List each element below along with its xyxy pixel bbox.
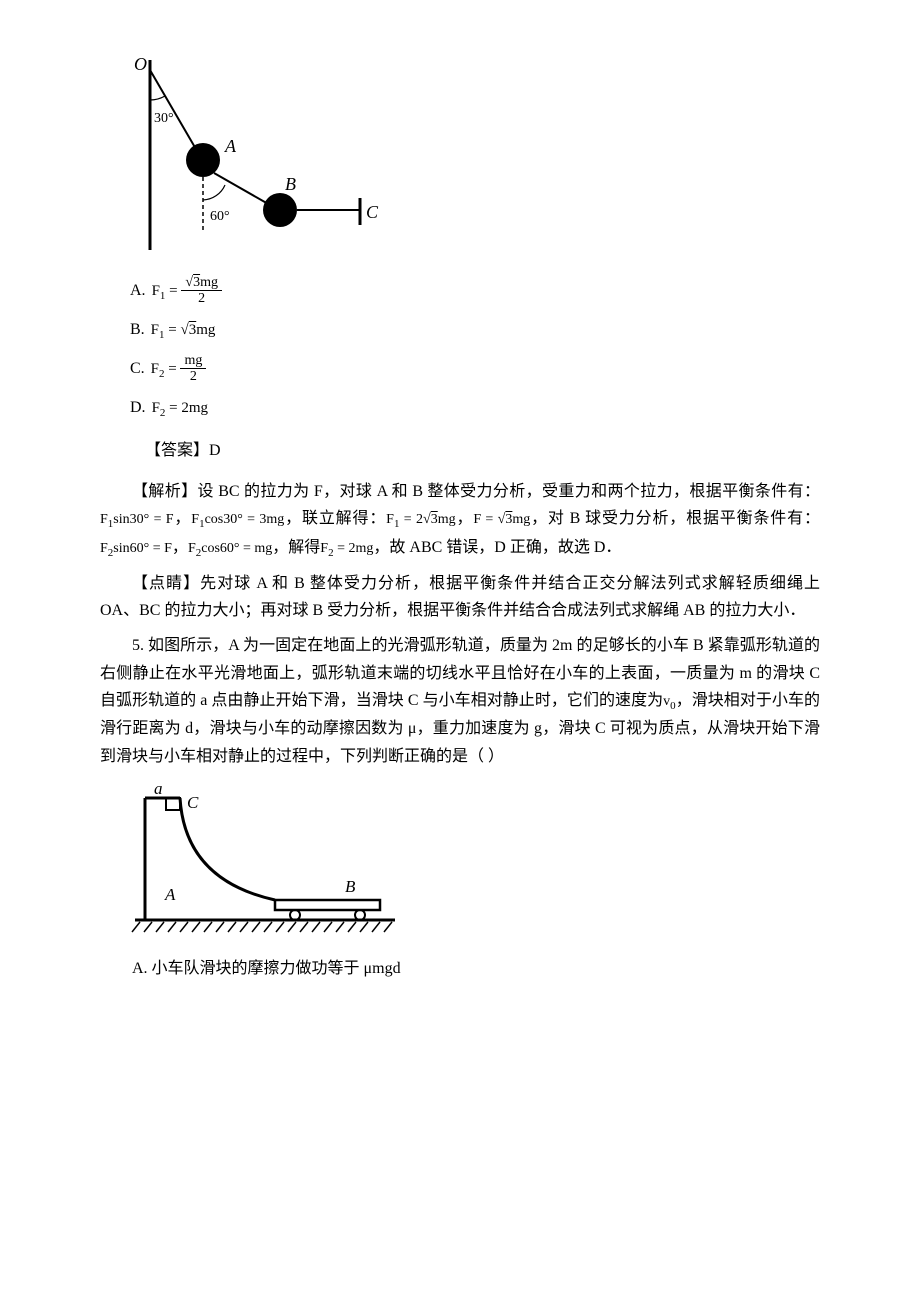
opt-C-num: mg <box>180 353 206 369</box>
opt-A-num-sqrt: 3 <box>193 275 200 290</box>
q4-option-A: A. F1 = √3mg 2 <box>130 275 820 308</box>
exp-t2: ，联立解得： <box>284 510 386 527</box>
label-C: C <box>366 202 379 222</box>
opt-C-lhs: F <box>151 361 159 377</box>
label-B: B <box>285 174 296 194</box>
exp-eq3b-l: F <box>188 541 196 556</box>
exp-eq1a-l: F <box>100 512 108 527</box>
opt-A-eq: = <box>165 283 181 299</box>
exp-eq1b-l: F <box>191 512 199 527</box>
q4-option-D: D. F2 = 2mg <box>130 394 820 423</box>
label-60: 60° <box>210 209 230 224</box>
opt-A-lhs: F <box>152 283 160 299</box>
q4-explanation: 【解析】设 BC 的拉力为 F，对球 A 和 B 整体受力分析，受重力和两个拉力… <box>100 478 820 562</box>
label-A2: A <box>164 885 176 904</box>
exp-eq1a-r: sin30° = F <box>113 512 173 527</box>
exp-sep2: ， <box>456 510 474 527</box>
exp-eq4-l: F <box>320 541 328 556</box>
q4-diagram: O 30° A 60° B C <box>130 50 820 260</box>
exp-eq2a-l: F <box>386 512 394 527</box>
q5-option-A: A. 小车队滑块的摩擦力做功等于 μmgd <box>100 955 820 982</box>
exp-sep1: ， <box>174 510 192 527</box>
label-O: O <box>134 54 147 74</box>
q4-option-C: C. F2 = mg 2 <box>130 353 820 386</box>
label-A: A <box>224 136 237 156</box>
opt-A-den: 2 <box>181 291 222 308</box>
exp-eq2a-e: = 2 <box>399 512 423 527</box>
exp-eq2b-l: F = <box>473 512 497 527</box>
exp-eq2b-t: mg <box>512 512 530 527</box>
q5-diagram: a C A B <box>130 780 820 940</box>
exp-t3: ，对 B 球受力分析，根据平衡条件有： <box>530 510 820 527</box>
exp-eq3b-r: cos60° = mg <box>201 541 272 556</box>
label-a2: a <box>154 780 163 798</box>
exp-eq2a-t: mg <box>438 512 456 527</box>
exp-sep3: ， <box>172 539 188 556</box>
label-B2: B <box>345 877 356 896</box>
opt-A-num-tail: mg <box>200 275 218 290</box>
opt-B-tail: mg <box>196 322 215 338</box>
exp-eq3a-r: sin60° = F <box>113 541 172 556</box>
diagram2-svg: a C A B <box>130 780 410 940</box>
exp-eq4-r: = 2mg <box>334 541 374 556</box>
opt-B-lhs: F <box>151 322 159 338</box>
option-B-label: B. <box>130 321 145 338</box>
q5-stem: 5. 如图所示，A 为一固定在地面上的光滑弧形轨道，质量为 2m 的足够长的小车… <box>100 632 820 769</box>
exp-eq3a-l: F <box>100 541 108 556</box>
q4-answer: 【答案】D <box>145 437 820 464</box>
diagram1-svg: O 30° A 60° B C <box>130 50 390 260</box>
exp-t4: ，解得 <box>272 539 320 556</box>
exp-t1: 【解析】设 BC 的拉力为 F，对球 A 和 B 整体受力分析，受重力和两个拉力… <box>132 483 820 500</box>
exp-eq2a-q: 3 <box>431 512 438 527</box>
label-30: 30° <box>154 111 174 126</box>
opt-B-eq: = <box>165 322 181 338</box>
option-C-label: C. <box>130 360 145 377</box>
exp-eq1b-r: cos30° = 3mg <box>205 512 285 527</box>
opt-D-lhs: F <box>152 400 160 416</box>
opt-C-eq: = <box>165 361 181 377</box>
exp-t5: ，故 ABC 错误，D 正确，故选 D． <box>373 539 621 556</box>
q4-comment: 【点睛】先对球 A 和 B 整体受力分析，根据平衡条件并结合正交分解法列式求解轻… <box>100 570 820 624</box>
option-D-label: D. <box>130 399 146 416</box>
q4-option-B: B. F1 = √3mg <box>130 316 820 345</box>
option-A-label: A. <box>130 282 146 299</box>
opt-D-eq: = 2mg <box>165 400 208 416</box>
label-C2: C <box>187 793 199 812</box>
opt-C-den: 2 <box>180 369 206 386</box>
